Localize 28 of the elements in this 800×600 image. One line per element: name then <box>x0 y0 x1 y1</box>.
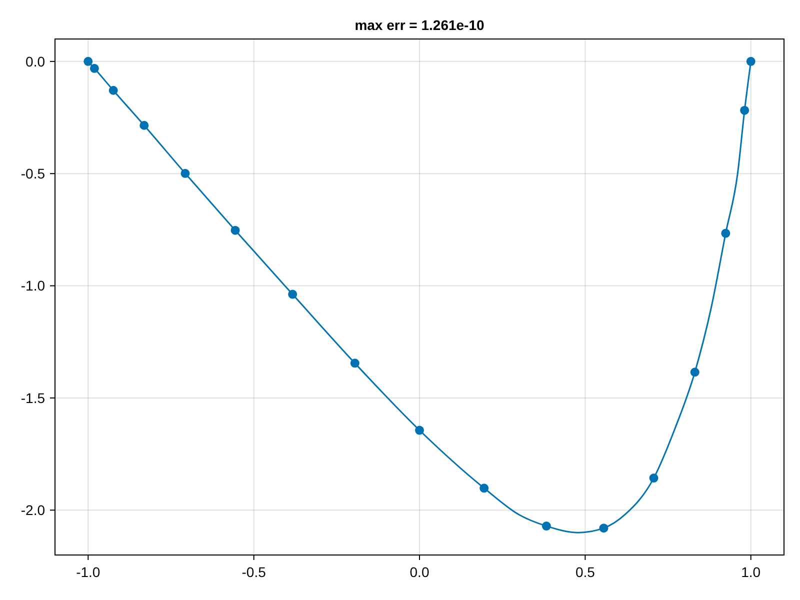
chart-title: max err = 1.261e-10 <box>354 17 485 33</box>
y-tick-label: 0.0 <box>26 53 46 70</box>
point <box>690 368 700 377</box>
point <box>350 358 360 368</box>
point <box>480 484 489 493</box>
y-tick-label: -1.0 <box>20 278 46 294</box>
point <box>746 56 756 66</box>
point <box>108 86 118 95</box>
point <box>599 524 608 533</box>
point <box>740 106 750 115</box>
point <box>288 290 298 299</box>
x-tick-label: -1.0 <box>76 564 100 580</box>
y-tick-label: -1.5 <box>20 390 46 406</box>
point <box>721 228 730 238</box>
point <box>140 120 149 130</box>
y-tick-label: -2.0 <box>20 502 46 518</box>
x-tick-label: -0.5 <box>242 564 266 580</box>
x-tick-label: 1.0 <box>741 564 761 580</box>
point <box>230 226 240 235</box>
point <box>90 64 99 73</box>
point <box>542 522 551 531</box>
x-tick-label: 0.5 <box>575 564 596 580</box>
x-tick-label: 0.0 <box>410 564 430 580</box>
point <box>84 56 93 66</box>
point <box>180 168 190 178</box>
point <box>415 426 424 435</box>
y-tick-label: -0.5 <box>20 166 46 182</box>
point <box>649 474 658 483</box>
